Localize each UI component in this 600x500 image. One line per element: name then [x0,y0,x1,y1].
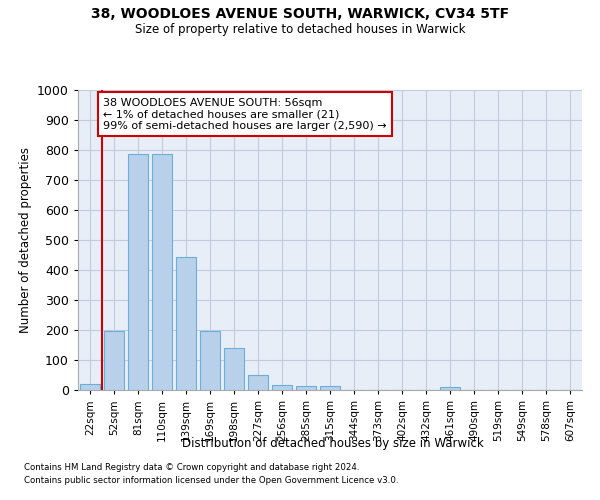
Text: 38, WOODLOES AVENUE SOUTH, WARWICK, CV34 5TF: 38, WOODLOES AVENUE SOUTH, WARWICK, CV34… [91,8,509,22]
Bar [296,386,316,390]
Bar [272,385,292,390]
Text: Size of property relative to detached houses in Warwick: Size of property relative to detached ho… [135,22,465,36]
Bar [176,257,196,390]
Text: Contains public sector information licensed under the Open Government Licence v3: Contains public sector information licen… [24,476,398,485]
Bar [200,331,220,390]
Bar [104,331,124,390]
Bar [248,375,268,390]
Bar [80,384,100,390]
Text: Distribution of detached houses by size in Warwick: Distribution of detached houses by size … [182,438,484,450]
Text: Contains HM Land Registry data © Crown copyright and database right 2024.: Contains HM Land Registry data © Crown c… [24,464,359,472]
Bar [224,348,244,390]
Text: 38 WOODLOES AVENUE SOUTH: 56sqm
← 1% of detached houses are smaller (21)
99% of : 38 WOODLOES AVENUE SOUTH: 56sqm ← 1% of … [103,98,387,130]
Bar [128,154,148,390]
Bar [440,387,460,390]
Y-axis label: Number of detached properties: Number of detached properties [19,147,32,333]
Bar [320,386,340,390]
Bar [152,154,172,390]
